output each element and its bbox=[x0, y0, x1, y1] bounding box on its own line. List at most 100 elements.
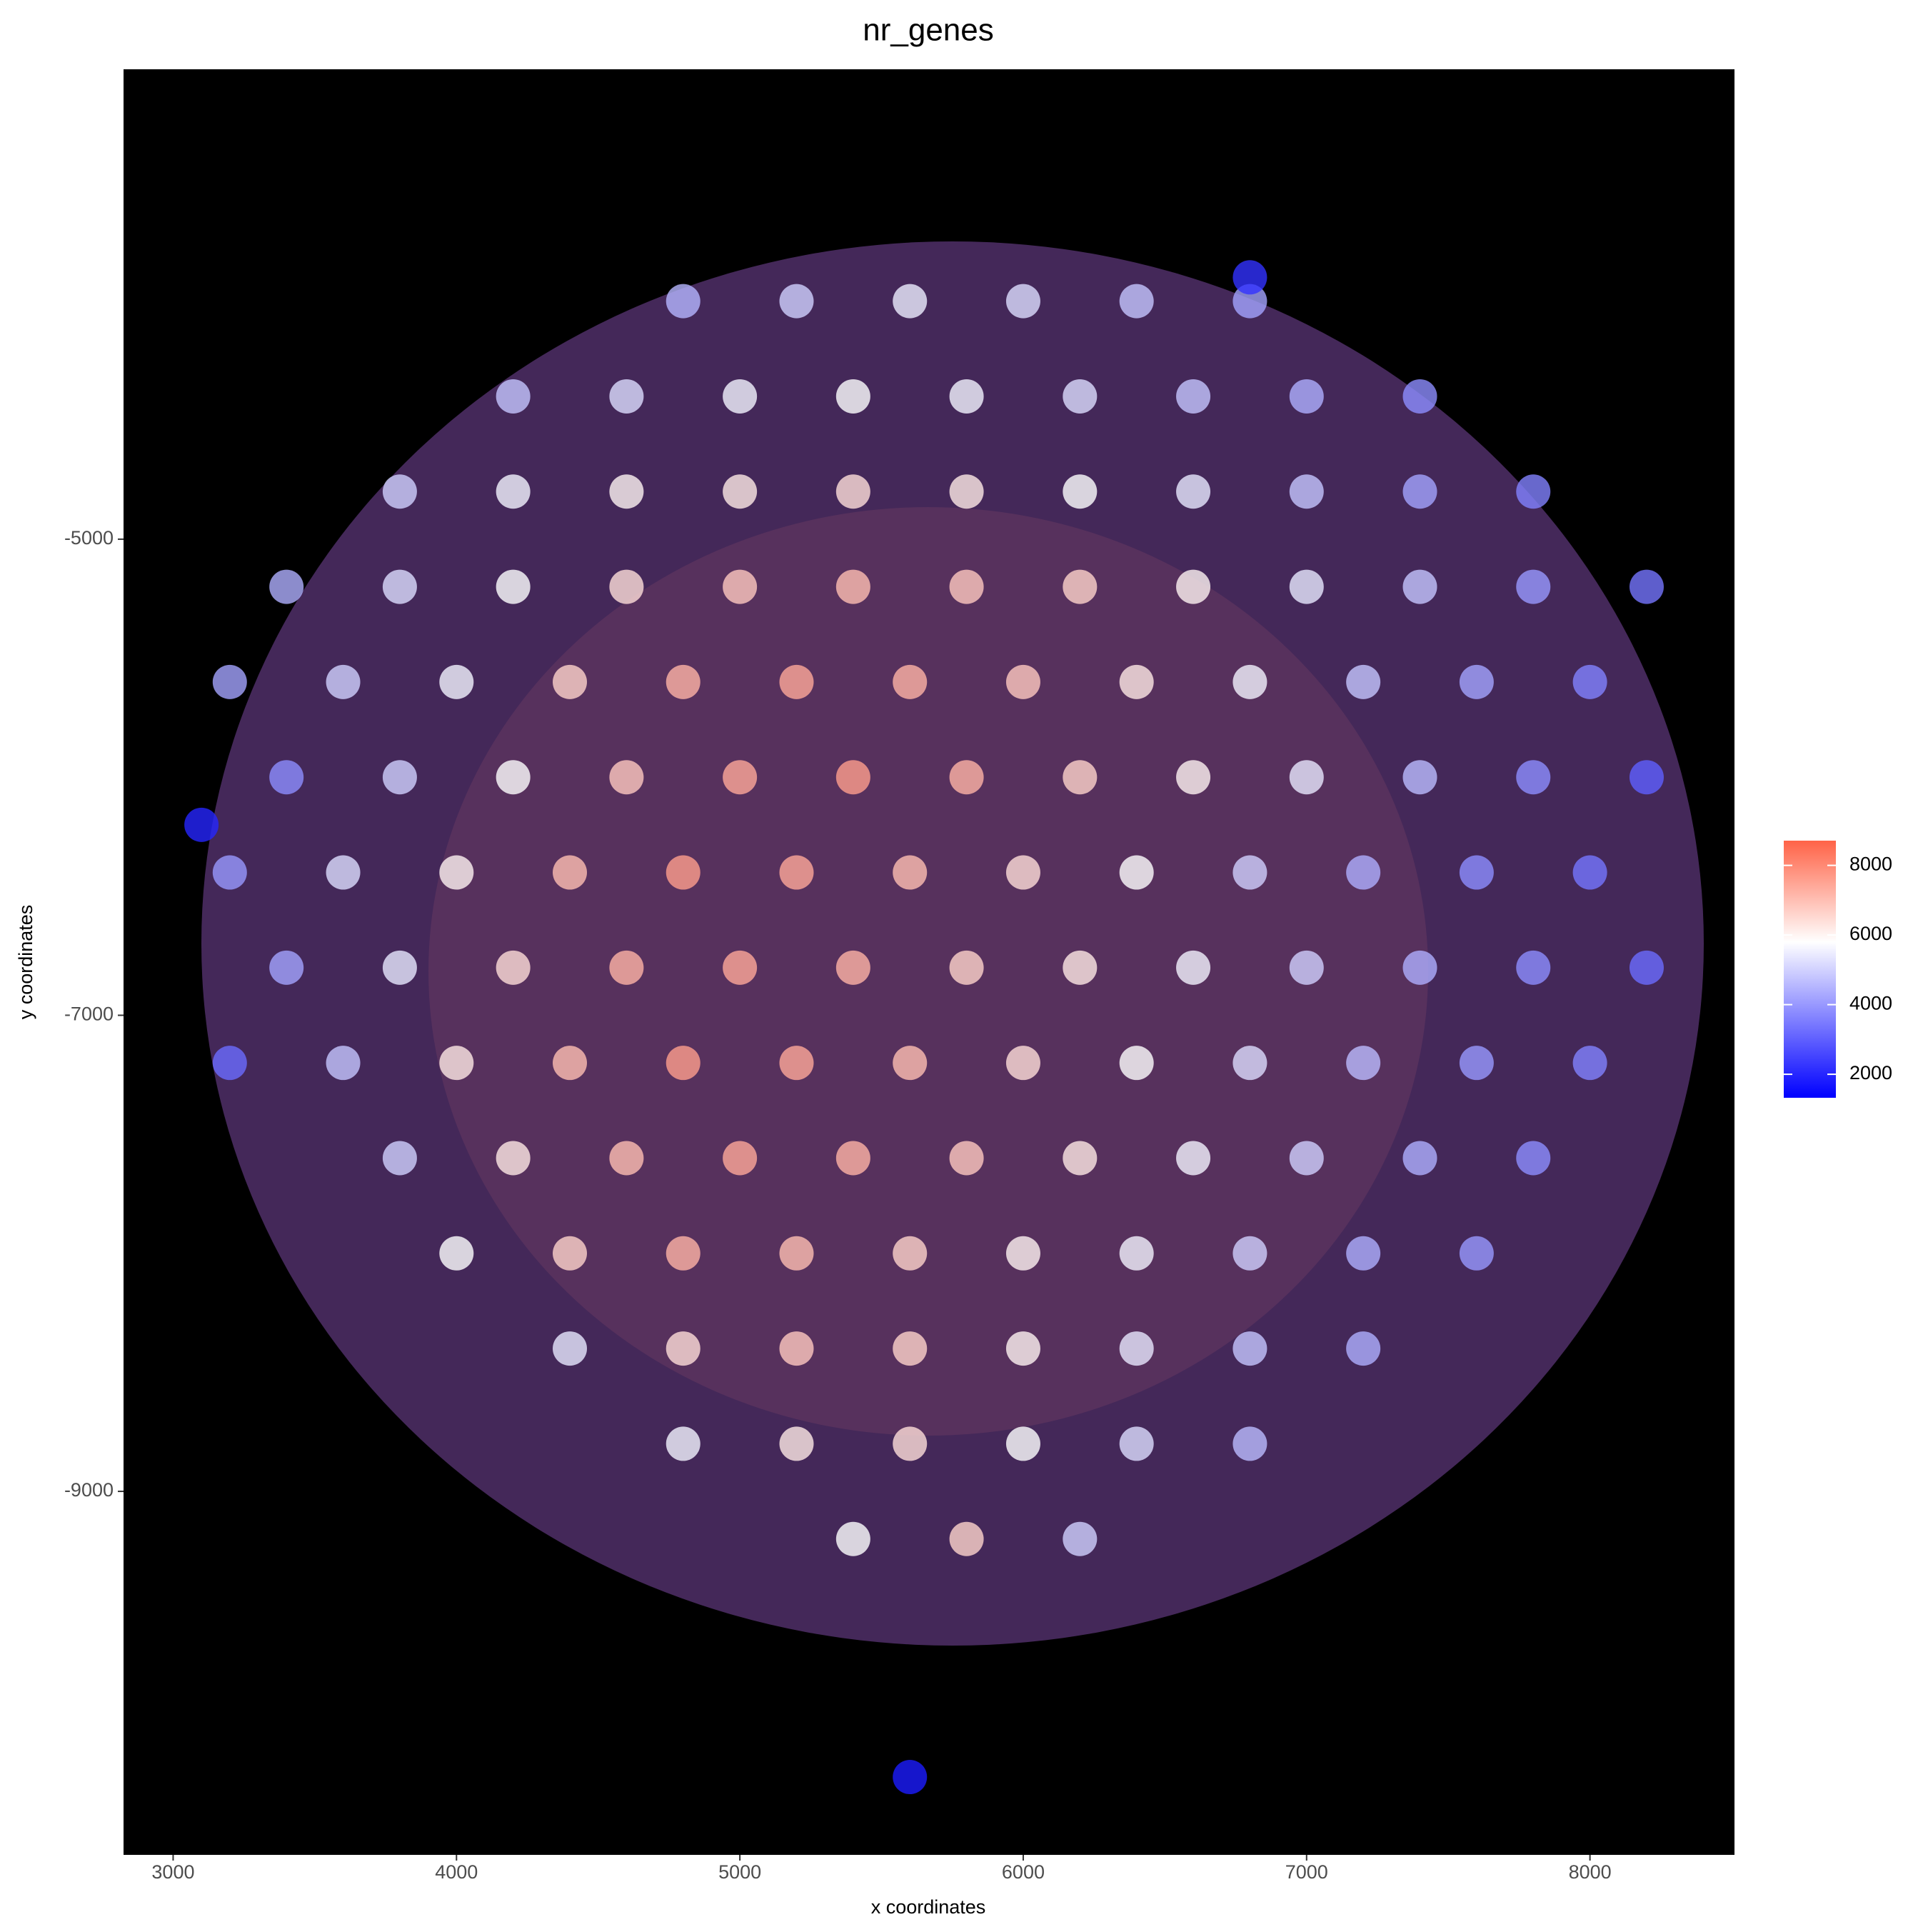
spot bbox=[1516, 760, 1551, 795]
spot bbox=[1629, 760, 1664, 795]
spot bbox=[1232, 1046, 1267, 1081]
spot bbox=[723, 474, 758, 509]
spot bbox=[326, 1046, 361, 1081]
spot bbox=[496, 379, 531, 414]
x-axis-label: x coordinates bbox=[871, 1896, 986, 1918]
spot bbox=[1176, 950, 1211, 985]
colorbar-tick-label: 8000 bbox=[1849, 854, 1892, 875]
y-tick-label: -9000 bbox=[64, 1479, 114, 1501]
spot bbox=[1572, 1046, 1607, 1081]
spot bbox=[723, 760, 758, 795]
spot bbox=[949, 950, 984, 985]
spot bbox=[779, 664, 814, 699]
spot bbox=[382, 569, 417, 604]
spot bbox=[666, 855, 701, 890]
spot bbox=[184, 807, 219, 842]
x-tick-label: 5000 bbox=[718, 1861, 761, 1883]
spot bbox=[212, 855, 247, 890]
spot bbox=[835, 1141, 870, 1176]
spot bbox=[609, 760, 644, 795]
spot bbox=[1005, 855, 1040, 890]
spot bbox=[1119, 1236, 1154, 1271]
spot bbox=[1176, 1141, 1211, 1176]
spot bbox=[269, 760, 304, 795]
spot bbox=[893, 284, 928, 319]
spot bbox=[666, 1236, 701, 1271]
spot bbox=[1402, 379, 1437, 414]
spot bbox=[553, 1331, 588, 1366]
spot bbox=[1063, 1521, 1098, 1556]
spot bbox=[609, 569, 644, 604]
spot bbox=[949, 474, 984, 509]
spot bbox=[1063, 379, 1098, 414]
spot bbox=[779, 1236, 814, 1271]
spot bbox=[1346, 855, 1381, 890]
spot bbox=[949, 379, 984, 414]
spot bbox=[1119, 1426, 1154, 1461]
spot bbox=[779, 855, 814, 890]
spot bbox=[1459, 664, 1494, 699]
spot bbox=[1119, 1331, 1154, 1366]
spot bbox=[382, 950, 417, 985]
spot bbox=[439, 664, 474, 699]
spot bbox=[1176, 474, 1211, 509]
spot bbox=[269, 950, 304, 985]
spot bbox=[723, 569, 758, 604]
spot bbox=[723, 379, 758, 414]
spot bbox=[1063, 474, 1098, 509]
spot bbox=[382, 1141, 417, 1176]
spot bbox=[893, 1236, 928, 1271]
spot bbox=[1232, 664, 1267, 699]
spot bbox=[609, 950, 644, 985]
spot bbox=[1516, 474, 1551, 509]
spot bbox=[1402, 474, 1437, 509]
spot bbox=[1232, 284, 1267, 319]
spot bbox=[1402, 760, 1437, 795]
spot bbox=[949, 760, 984, 795]
spot bbox=[1063, 760, 1098, 795]
spot bbox=[1572, 855, 1607, 890]
spot bbox=[779, 284, 814, 319]
spot bbox=[1346, 1046, 1381, 1081]
spot bbox=[439, 855, 474, 890]
spot bbox=[835, 1521, 870, 1556]
y-tick-label: -7000 bbox=[64, 1003, 114, 1025]
spot bbox=[1459, 1046, 1494, 1081]
spot bbox=[949, 1521, 984, 1556]
spot bbox=[1005, 1236, 1040, 1271]
x-tick-label: 3000 bbox=[151, 1861, 194, 1883]
spot bbox=[1119, 855, 1154, 890]
spot bbox=[666, 664, 701, 699]
spot bbox=[496, 950, 531, 985]
spot bbox=[553, 664, 588, 699]
spot bbox=[1063, 569, 1098, 604]
spot bbox=[1005, 1426, 1040, 1461]
spot bbox=[893, 1331, 928, 1366]
spot bbox=[326, 664, 361, 699]
spot bbox=[779, 1331, 814, 1366]
spot bbox=[1063, 950, 1098, 985]
x-tick-label: 7000 bbox=[1285, 1861, 1328, 1883]
spot bbox=[1005, 664, 1040, 699]
spot bbox=[949, 1141, 984, 1176]
spot bbox=[1289, 379, 1324, 414]
spot bbox=[326, 855, 361, 890]
tissue-image-core bbox=[428, 507, 1428, 1436]
spot bbox=[553, 1046, 588, 1081]
spot bbox=[723, 950, 758, 985]
spot bbox=[1629, 569, 1664, 604]
spot bbox=[666, 1046, 701, 1081]
spot bbox=[1005, 1331, 1040, 1366]
spot bbox=[1346, 664, 1381, 699]
x-tick-label: 8000 bbox=[1569, 1861, 1612, 1883]
colorbar bbox=[1784, 841, 1836, 1098]
colorbar-tick-label: 6000 bbox=[1849, 923, 1892, 944]
spot bbox=[609, 1141, 644, 1176]
spot bbox=[382, 474, 417, 509]
spot bbox=[1176, 379, 1211, 414]
spot bbox=[835, 569, 870, 604]
spot bbox=[1005, 284, 1040, 319]
spot bbox=[723, 1141, 758, 1176]
spot bbox=[1289, 1141, 1324, 1176]
spot bbox=[1289, 474, 1324, 509]
